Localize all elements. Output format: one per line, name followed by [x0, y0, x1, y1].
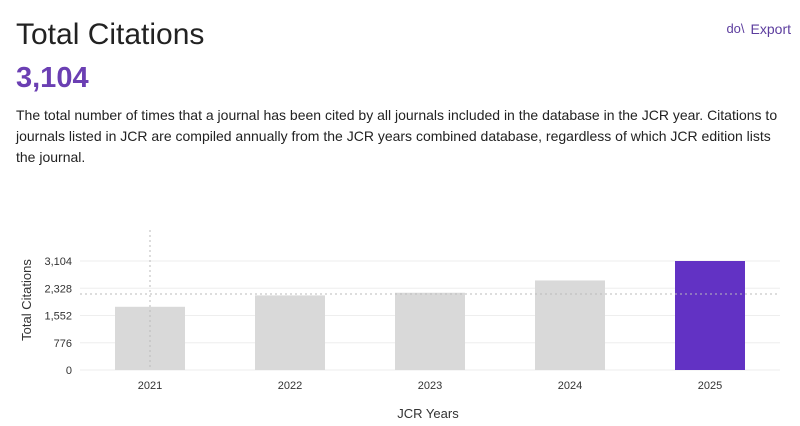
y-tick-label: 1,552: [44, 311, 72, 323]
download-icon: do\: [726, 21, 745, 36]
total-citations-value: 3,104: [16, 62, 89, 94]
y-tick-label: 3,104: [44, 256, 72, 268]
y-tick-label: 2,328: [44, 283, 72, 295]
x-tick-label: 2022: [278, 380, 302, 392]
export-button[interactable]: do\ Export: [726, 21, 791, 37]
export-label: Export: [750, 21, 791, 37]
x-tick-label: 2024: [558, 380, 582, 392]
bar-2024: [535, 280, 605, 370]
metric-description: The total number of times that a journal…: [16, 107, 778, 165]
bar-2023: [395, 292, 465, 370]
chart-reference-lines: [80, 230, 780, 370]
x-tick-label: 2021: [138, 380, 162, 392]
y-tick-label: 0: [66, 365, 72, 377]
bar-2022: [255, 295, 325, 370]
y-axis-title: Total Citations: [19, 259, 34, 341]
page-title: Total Citations: [16, 18, 205, 51]
x-axis-ticks: 2021 2022 2023 2024 2025: [138, 380, 722, 392]
bar-2021: [115, 306, 185, 370]
x-tick-label: 2025: [698, 380, 722, 392]
x-tick-label: 2023: [418, 380, 442, 392]
y-tick-label: 776: [54, 338, 72, 350]
bar-2025: [675, 261, 745, 370]
y-axis-ticks: 0 776 1,552 2,328 3,104: [44, 256, 72, 377]
x-axis-title: JCR Years: [397, 406, 459, 421]
chart-bars: [115, 261, 745, 370]
